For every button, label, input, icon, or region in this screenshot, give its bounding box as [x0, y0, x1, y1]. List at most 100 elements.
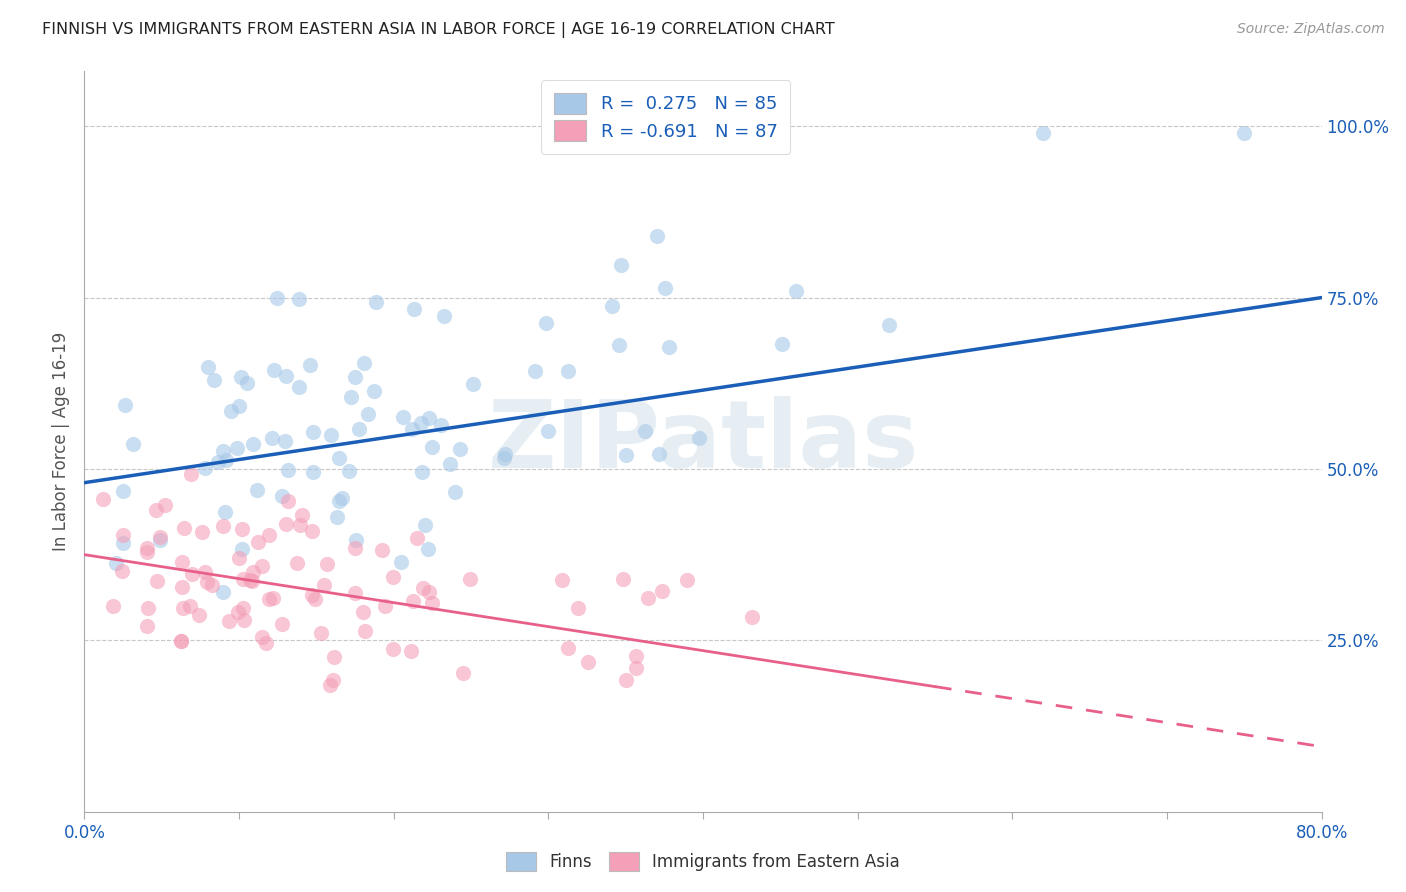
Point — [347, 422, 370, 436]
Point — [328, 494, 350, 508]
Point — [551, 573, 574, 587]
Point — [228, 400, 250, 414]
Point — [240, 574, 263, 589]
Point — [433, 309, 456, 323]
Point — [322, 673, 344, 687]
Point — [229, 370, 252, 384]
Point — [785, 284, 807, 298]
Point — [214, 505, 236, 519]
Point — [443, 485, 465, 500]
Point — [1032, 126, 1054, 140]
Point — [180, 467, 202, 481]
Point — [401, 422, 423, 436]
Point — [262, 431, 284, 445]
Point — [195, 574, 218, 589]
Point — [314, 578, 336, 592]
Point — [344, 369, 367, 384]
Point — [494, 447, 516, 461]
Point — [651, 583, 673, 598]
Point — [254, 635, 277, 649]
Point — [344, 541, 367, 555]
Point — [274, 517, 297, 532]
Point — [114, 398, 136, 412]
Point — [302, 425, 325, 440]
Point — [291, 508, 314, 522]
Point — [197, 359, 219, 374]
Point — [212, 585, 235, 599]
Point — [231, 542, 253, 557]
Point — [406, 531, 429, 545]
Point — [409, 416, 432, 430]
Point — [242, 566, 264, 580]
Point — [557, 640, 579, 655]
Point — [637, 591, 659, 605]
Point — [392, 410, 415, 425]
Point — [676, 573, 699, 587]
Point — [202, 373, 225, 387]
Point — [645, 228, 668, 243]
Point — [179, 599, 201, 613]
Point — [212, 519, 235, 533]
Point — [226, 605, 249, 619]
Point — [288, 292, 311, 306]
Point — [263, 363, 285, 377]
Point — [274, 368, 297, 383]
Point — [172, 555, 194, 569]
Point — [339, 390, 361, 404]
Point — [304, 592, 326, 607]
Point — [232, 572, 254, 586]
Point — [371, 542, 394, 557]
Point — [741, 610, 763, 624]
Point — [534, 316, 557, 330]
Point — [492, 451, 515, 466]
Point — [413, 518, 436, 533]
Point — [567, 600, 589, 615]
Point — [612, 572, 634, 586]
Point — [246, 483, 269, 497]
Point — [328, 451, 350, 466]
Point — [170, 634, 193, 648]
Point — [422, 596, 444, 610]
Legend: Finns, Immigrants from Eastern Asia: Finns, Immigrants from Eastern Asia — [498, 843, 908, 880]
Point — [404, 301, 426, 316]
Point — [614, 448, 637, 462]
Point — [309, 626, 332, 640]
Point — [299, 358, 322, 372]
Point — [112, 483, 135, 498]
Point — [337, 464, 360, 478]
Point — [301, 524, 323, 538]
Point — [285, 556, 308, 570]
Point — [271, 617, 294, 632]
Point — [193, 565, 215, 579]
Point — [91, 492, 114, 507]
Point — [402, 594, 425, 608]
Y-axis label: In Labor Force | Age 16-19: In Labor Force | Age 16-19 — [52, 332, 70, 551]
Point — [451, 666, 474, 681]
Point — [242, 437, 264, 451]
Point — [354, 624, 377, 639]
Point — [194, 461, 217, 475]
Point — [149, 533, 172, 548]
Point — [536, 424, 558, 438]
Point — [262, 591, 284, 605]
Point — [172, 600, 194, 615]
Point — [449, 442, 471, 456]
Point — [316, 557, 339, 571]
Point — [382, 570, 405, 584]
Point — [626, 649, 648, 664]
Point — [654, 281, 676, 295]
Point — [111, 528, 134, 542]
Point — [412, 581, 434, 595]
Point — [688, 431, 710, 445]
Point — [381, 642, 404, 657]
Point — [647, 447, 669, 461]
Point — [352, 605, 374, 619]
Point — [439, 457, 461, 471]
Point — [416, 541, 439, 556]
Point — [877, 318, 900, 332]
Point — [323, 649, 346, 664]
Point — [301, 588, 323, 602]
Point — [136, 601, 159, 615]
Point — [357, 407, 380, 421]
Text: ZIPatlas: ZIPatlas — [488, 395, 918, 488]
